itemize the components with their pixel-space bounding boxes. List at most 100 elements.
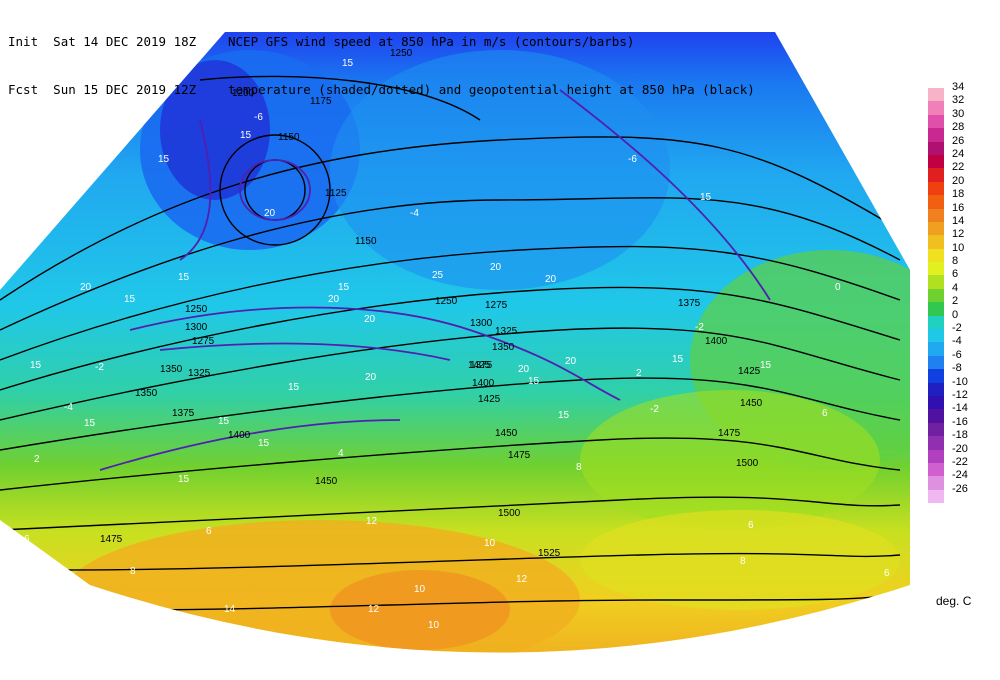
colorbar-swatch [928, 462, 944, 477]
colorbar-row: 20 [928, 175, 998, 196]
svg-text:1325: 1325 [188, 368, 211, 379]
colorbar-label: -18 [952, 429, 968, 442]
colorbar-row: -10 [928, 376, 998, 396]
colorbar-label: 10 [952, 241, 965, 254]
colorbar-row: -24 [928, 469, 998, 490]
colorbar-label: 26 [952, 134, 965, 147]
colorbar-row: 22 [928, 161, 998, 182]
colorbar-label: 34 [952, 81, 965, 93]
svg-text:1475: 1475 [508, 450, 531, 461]
colorbar-swatch [928, 181, 944, 196]
svg-text:6: 6 [884, 568, 890, 579]
colorbar-row: 28 [928, 121, 998, 142]
colorbar-row: 8 [928, 255, 998, 276]
colorbar-swatch [928, 409, 944, 423]
temperature-colorbar: 34 32 30 28 26 24 22 20 18 16 14 12 10 8 6 4 2 0 -2 -4 -6 -8-… [928, 81, 998, 504]
colorbar-swatch [928, 154, 944, 169]
colorbar-label: -10 [952, 375, 968, 388]
svg-text:12: 12 [516, 574, 528, 585]
svg-text:1475: 1475 [718, 428, 741, 439]
colorbar-row: 26 [928, 135, 998, 155]
svg-text:1350: 1350 [135, 388, 158, 399]
colorbar-swatch [928, 221, 944, 236]
init-label: Init [8, 34, 39, 49]
colorbar-label: 8 [952, 255, 959, 268]
colorbar-row: -26 [928, 483, 998, 504]
svg-text:15: 15 [30, 360, 42, 371]
init-time: Sat 14 DEC 2019 18Z [53, 34, 197, 49]
svg-text:1275: 1275 [192, 336, 215, 347]
colorbar-label: -2 [952, 322, 962, 335]
svg-text:15: 15 [558, 410, 570, 421]
svg-text:1300: 1300 [470, 318, 493, 329]
colorbar-label: 20 [952, 174, 965, 187]
svg-text:10: 10 [484, 538, 496, 549]
colorbar-label: 30 [952, 107, 965, 120]
svg-text:20: 20 [490, 262, 502, 273]
colorbar-swatch [928, 114, 944, 129]
colorbar-row: -6 [928, 349, 998, 370]
svg-text:1350: 1350 [160, 364, 183, 375]
colorbar-label: -26 [952, 482, 968, 495]
svg-text:15: 15 [760, 360, 772, 371]
height-contours [0, 75, 901, 611]
svg-text:12: 12 [366, 516, 378, 527]
svg-text:-6: -6 [628, 154, 637, 165]
colorbar-label: 24 [952, 147, 965, 160]
colorbar-row: -12 [928, 389, 998, 410]
colorbar-swatch [928, 262, 944, 276]
svg-text:1250: 1250 [390, 48, 413, 59]
svg-text:1150: 1150 [278, 132, 300, 143]
fcst-label: Fcst [8, 82, 39, 97]
svg-text:1450: 1450 [495, 428, 518, 439]
svg-text:1400: 1400 [705, 336, 728, 347]
colorbar-swatch [928, 275, 944, 289]
svg-text:8: 8 [576, 462, 582, 473]
svg-text:1400: 1400 [472, 378, 495, 389]
svg-text:14: 14 [224, 604, 236, 615]
svg-text:6: 6 [822, 408, 828, 419]
svg-text:1525: 1525 [538, 548, 561, 559]
svg-text:1300: 1300 [185, 322, 208, 333]
colorbar-swatch [928, 369, 944, 383]
colorbar-swatch [928, 422, 944, 437]
colorbar-label: 32 [952, 94, 965, 107]
height-labels: 1250 1200 1175 1150 1125 1150 1250 1275 … [100, 48, 763, 559]
temperature-shading [0, 32, 910, 653]
colorbar-label: 28 [952, 121, 965, 134]
colorbar-row: -4 [928, 335, 998, 356]
svg-text:10: 10 [414, 584, 426, 595]
colorbar-label: 22 [952, 161, 965, 174]
colorbar-swatch [928, 195, 944, 209]
svg-text:1425: 1425 [478, 394, 501, 405]
svg-text:1350: 1350 [492, 342, 515, 353]
svg-text:-2: -2 [695, 322, 704, 333]
svg-text:15: 15 [158, 154, 170, 165]
colorbar-label: 6 [952, 268, 959, 281]
svg-text:15: 15 [672, 354, 684, 365]
colorbar-swatch [928, 208, 944, 222]
colorbar-row: 2 [928, 295, 998, 316]
svg-text:1275: 1275 [485, 300, 508, 311]
colorbar-row: 24 [928, 148, 998, 169]
temp-labels: -2 -4 -2 -6 2 4 6 6 8 8 10 10 12 12 14 1… [24, 112, 890, 631]
svg-text:15: 15 [700, 192, 712, 203]
colorbar-swatch [928, 449, 944, 463]
colorbar-row: -14 [928, 402, 998, 423]
colorbar-swatch [928, 355, 944, 370]
svg-text:1450: 1450 [740, 398, 763, 409]
svg-text:-2: -2 [650, 404, 659, 415]
colorbar-label: 16 [952, 201, 965, 214]
colorbar-swatch [928, 168, 944, 182]
title-line-1: NCEP GFS wind speed at 850 hPa in m/s (c… [228, 34, 635, 49]
colorbar-label: 2 [952, 295, 959, 308]
fcst-time: Sun 15 DEC 2019 12Z [53, 82, 197, 97]
colorbar-row: -18 [928, 429, 998, 450]
colorbar-swatch [928, 128, 944, 142]
svg-text:6: 6 [24, 534, 30, 545]
colorbar-label: 0 [952, 308, 959, 321]
speed-labels: 15 15 15 15 20 15 20 15 15 20 15 20 25 2… [30, 58, 772, 485]
svg-text:15: 15 [178, 474, 190, 485]
svg-text:15: 15 [528, 376, 540, 387]
map-header: Init Sat 14 DEC 2019 18Z NCEP GFS wind sp… [8, 2, 755, 114]
